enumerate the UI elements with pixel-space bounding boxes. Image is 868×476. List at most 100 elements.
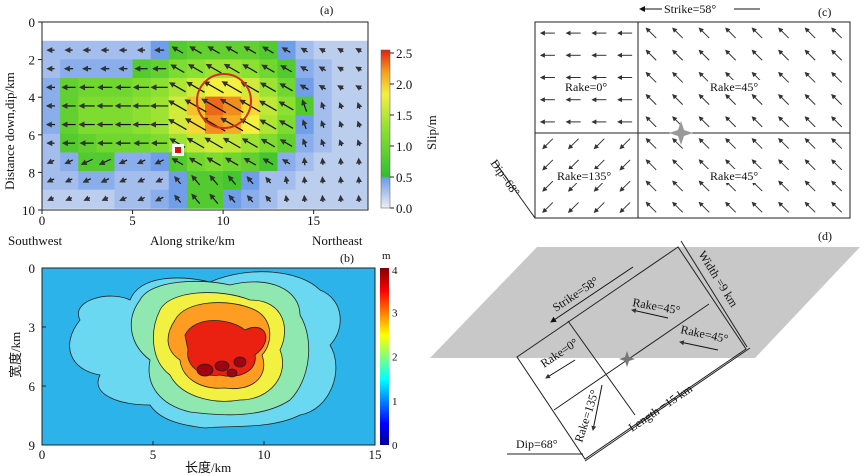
contour-4-0 (233, 356, 247, 368)
colorbar-tick-label: 1.0 (396, 139, 412, 154)
slip-vector (65, 195, 73, 201)
rake-vector (725, 27, 737, 39)
slip-vector (301, 99, 308, 112)
slip-vector (338, 139, 345, 147)
rake-vector (619, 180, 631, 192)
slip-vector (278, 120, 294, 129)
slip-vector (223, 63, 240, 74)
slip-vector (301, 176, 308, 184)
slip-vector (170, 64, 185, 73)
slip-vector (101, 195, 109, 201)
slip-vector (337, 47, 344, 54)
slip-vector (320, 120, 326, 129)
rake-vector (751, 116, 763, 128)
slip-vector (281, 159, 291, 165)
y-tick-label: 0 (29, 15, 36, 30)
rake-vector (593, 202, 605, 214)
rake-vector (567, 159, 579, 171)
axes: 0 5 10 15 0 2 4 6 8 10 (22, 15, 320, 228)
y-tick-label: 10 (22, 203, 35, 218)
slip-vector (318, 84, 326, 91)
slip-vector (356, 120, 363, 128)
slip-vector (228, 194, 236, 203)
slip-vector (46, 177, 55, 183)
rake-arrow (545, 359, 576, 379)
panel-c-label: (c) (818, 5, 831, 19)
y-tick-label: 0 (29, 261, 36, 276)
slip-vector (191, 193, 201, 204)
rake-vector (542, 180, 554, 192)
contour-4-0 (196, 363, 214, 377)
y-tick-label: 8 (29, 165, 36, 180)
colorbar-tick-label: 1 (392, 396, 398, 408)
slip-vector (319, 176, 326, 184)
rake-vector (804, 201, 816, 213)
rake-vector (751, 137, 763, 149)
slip-vector (119, 195, 127, 202)
slip-vector (320, 101, 326, 110)
y-tick-label: 6 (29, 379, 36, 394)
rake-vector (804, 116, 816, 128)
slip-vector (184, 118, 207, 131)
slip-vector (187, 64, 204, 74)
rake-vector (725, 201, 737, 213)
slip-vector (259, 119, 277, 130)
slip-vector (355, 47, 362, 54)
colorbar-label: Slip/m (424, 115, 439, 150)
dip-label: Dip=68° (516, 437, 558, 451)
rake-vector (751, 27, 763, 39)
slip-vector (281, 47, 291, 53)
slip-vector (186, 137, 205, 149)
y-axis-title: 宽度/km (8, 332, 23, 378)
slip-vector (168, 82, 186, 93)
plot-frame (41, 21, 369, 211)
slip-vector (221, 81, 242, 94)
slip-vector (168, 100, 187, 112)
slip-vector (337, 85, 344, 91)
slip-vector (356, 139, 363, 147)
rake-vector (778, 201, 790, 213)
slip-vector (337, 176, 344, 184)
slip-vector (100, 177, 110, 183)
rake-vector (778, 180, 790, 192)
rake-vector (593, 159, 605, 171)
slip-vector (219, 98, 244, 113)
rake-vector (804, 159, 816, 171)
slip-vector (154, 158, 164, 165)
rake-vector (698, 49, 710, 61)
slip-vector (242, 64, 258, 74)
hypocenter-star-icon (669, 121, 693, 145)
slip-vector (118, 158, 128, 165)
slip-vector (64, 158, 73, 165)
slip-vector (299, 84, 309, 91)
panel-a-label: (a) (320, 3, 333, 17)
slip-vector (262, 158, 274, 166)
slip-vector (301, 157, 308, 166)
colorbar-tick-label: 0 (392, 440, 398, 452)
rake-vector (698, 137, 710, 149)
x-tick-label: 5 (150, 447, 157, 462)
rake-vector (645, 159, 657, 171)
panel-d-label: (d) (818, 229, 832, 243)
slip-vector (207, 46, 220, 54)
rake-vector (698, 71, 710, 83)
slip-vector (337, 66, 344, 73)
rake-vector (619, 202, 631, 214)
rake-vector (645, 180, 657, 192)
rake-vector (831, 201, 843, 213)
rake-vector (672, 49, 684, 61)
rake-vector (831, 180, 843, 192)
y-tick-label: 3 (29, 320, 36, 335)
rake-vector (831, 71, 843, 83)
rake-vector (645, 94, 657, 106)
rake-vector (672, 180, 684, 192)
rake-vector (751, 159, 763, 171)
rake-vector (778, 94, 790, 106)
dip-label: Dip=68° (488, 157, 523, 199)
rake-vector (725, 49, 737, 61)
fault-geometry (507, 240, 751, 462)
colorbar-label: m (382, 250, 391, 262)
rake-vector (672, 201, 684, 213)
